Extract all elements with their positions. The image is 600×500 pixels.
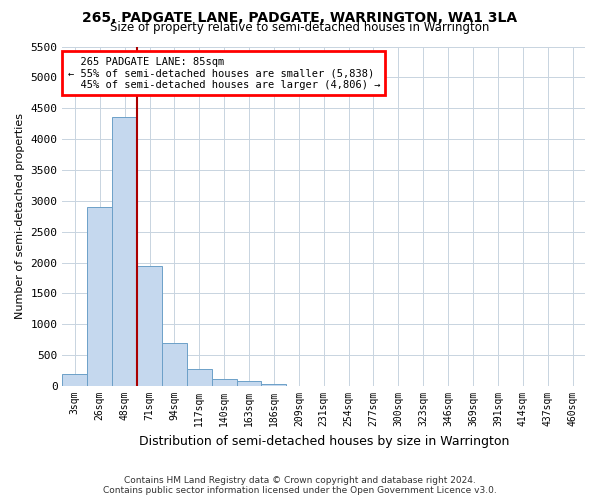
Bar bbox=[187, 369, 212, 386]
Text: 265 PADGATE LANE: 85sqm
← 55% of semi-detached houses are smaller (5,838)
  45% : 265 PADGATE LANE: 85sqm ← 55% of semi-de… bbox=[68, 56, 380, 90]
Bar bbox=[236, 381, 262, 386]
Text: Contains HM Land Registry data © Crown copyright and database right 2024.
Contai: Contains HM Land Registry data © Crown c… bbox=[103, 476, 497, 495]
Bar bbox=[62, 374, 88, 386]
Bar bbox=[212, 380, 236, 386]
Y-axis label: Number of semi-detached properties: Number of semi-detached properties bbox=[15, 114, 25, 320]
Bar bbox=[112, 118, 137, 386]
Text: Size of property relative to semi-detached houses in Warrington: Size of property relative to semi-detach… bbox=[110, 21, 490, 34]
X-axis label: Distribution of semi-detached houses by size in Warrington: Distribution of semi-detached houses by … bbox=[139, 434, 509, 448]
Bar bbox=[88, 207, 112, 386]
Bar bbox=[262, 384, 286, 386]
Text: 265, PADGATE LANE, PADGATE, WARRINGTON, WA1 3LA: 265, PADGATE LANE, PADGATE, WARRINGTON, … bbox=[82, 11, 518, 25]
Bar bbox=[137, 266, 162, 386]
Bar bbox=[162, 343, 187, 386]
